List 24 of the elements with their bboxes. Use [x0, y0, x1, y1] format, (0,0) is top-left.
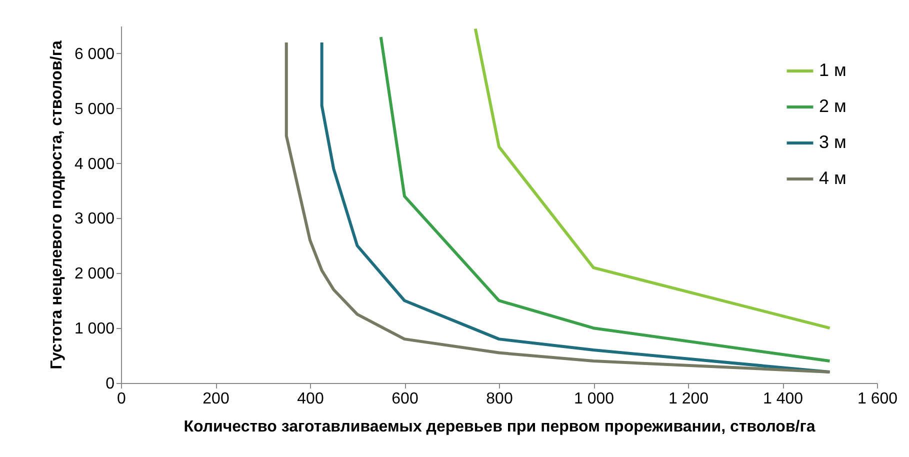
y-axis-title: Густота нецелевого подроста, стволов/га — [48, 40, 66, 370]
x-axis-title: Количество заготавливаемых деревьев при первом прореживании, стволов/га — [184, 418, 816, 436]
y-tick-label: 3 000 — [74, 210, 115, 228]
x-tick-label: 1 200 — [668, 390, 709, 408]
line-series — [474, 27, 832, 330]
y-tick-label: 0 — [106, 376, 115, 392]
legend-label: 1 м — [819, 60, 846, 80]
legend-label: 3 м — [819, 132, 846, 152]
y-tick-label: 5 000 — [74, 100, 115, 118]
x-tick-label: 0 — [117, 390, 126, 408]
line-series — [379, 35, 832, 363]
y-tick-label: 1 000 — [74, 320, 115, 338]
x-tick-label: 800 — [486, 390, 513, 408]
legend-label: 4 м — [819, 168, 846, 188]
y-tick-label: 6 000 — [74, 46, 115, 63]
x-tick-label: 400 — [297, 390, 324, 408]
y-tick-label: 4 000 — [74, 156, 115, 173]
x-tick-label: 200 — [202, 390, 230, 408]
legend-label: 2 м — [819, 96, 846, 116]
x-tick-label: 1 400 — [762, 390, 804, 408]
x-tick-label: 600 — [392, 390, 418, 408]
x-tick-label: 1 000 — [574, 390, 614, 408]
x-tick-label: 1 600 — [857, 390, 898, 408]
y-tick-label: 2 000 — [74, 266, 115, 283]
